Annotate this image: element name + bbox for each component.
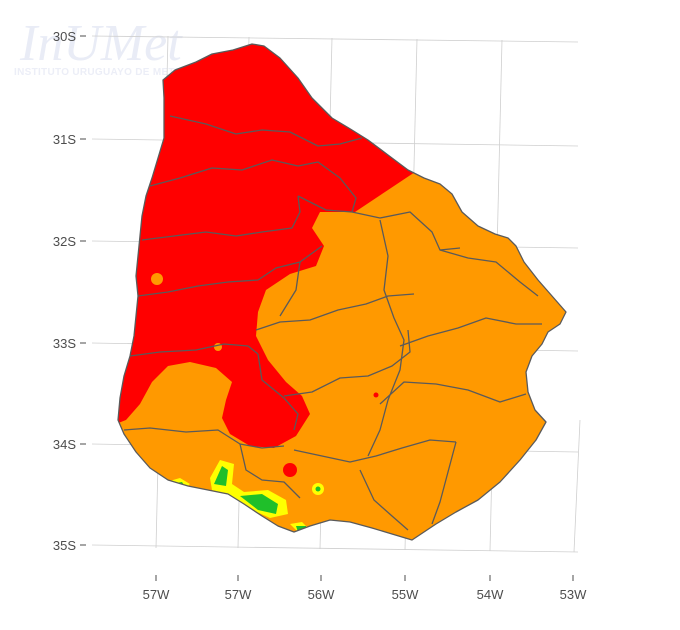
border-tacuarembo <box>297 195 461 251</box>
border-soriano <box>129 343 259 357</box>
orange-dot-west <box>151 273 163 285</box>
border-paysandu-rionegro <box>137 245 323 297</box>
border-canelones <box>293 439 457 463</box>
border-cerrolargo <box>439 249 539 297</box>
border-treintaytres <box>399 317 542 347</box>
x-tick-label-54w: 54W <box>477 587 504 602</box>
border-rocha <box>431 441 457 525</box>
border-colonia <box>123 427 285 449</box>
green-zone-2 <box>214 466 278 514</box>
hazard-fill <box>118 44 566 540</box>
x-tick-label-56w: 56W <box>308 587 335 602</box>
x-tick-label-53w: 53W <box>560 587 587 602</box>
border-lavalleja <box>379 381 527 405</box>
x-tick-label-57w-b: 57W <box>225 587 252 602</box>
border-vertical-2 <box>279 261 301 317</box>
red-dot-center <box>373 392 379 398</box>
red-dot-south <box>283 463 297 477</box>
y-tick-label-34s: 34S <box>53 437 76 452</box>
graticule-lon-53 <box>573 419 581 553</box>
y-tick-label-31s: 31S <box>53 132 76 147</box>
x-tick-label-57w-a: 57W <box>143 587 170 602</box>
y-tick-label-30s: 30S <box>53 29 76 44</box>
watermark-subtitle: INSTITUTO URUGUAYO DE METEOROLOGIA <box>14 67 239 78</box>
y-tick-label-33s: 33S <box>53 336 76 351</box>
x-tick-label-55w: 55W <box>392 587 419 602</box>
border-artigas <box>169 115 363 147</box>
department-borders <box>117 43 567 541</box>
border-salto-paysandu <box>141 195 301 241</box>
watermark-title: InUMet <box>19 15 183 72</box>
green-dot-south <box>315 486 321 492</box>
graticule-lat-35 <box>91 544 579 553</box>
x-axis: 57W 57W 56W 55W 54W 53W <box>143 575 587 602</box>
border-salto-north <box>149 159 357 213</box>
border-maldonado <box>359 469 409 531</box>
y-tick-label-35s: 35S <box>53 538 76 553</box>
border-vertical-1 <box>367 219 405 457</box>
border-flores <box>257 353 299 431</box>
y-axis: 30S 31S 32S 33S 34S 35S <box>53 29 86 553</box>
red-zone <box>118 44 420 448</box>
y-tick-label-32s: 32S <box>53 234 76 249</box>
country-outline <box>117 43 567 541</box>
border-rionegro-durazno <box>255 293 415 331</box>
border-sanjose <box>239 443 301 499</box>
border-florida <box>283 329 411 397</box>
graticule-lat-30 <box>91 35 579 43</box>
inumet-watermark: InUMet INSTITUTO URUGUAYO DE METEOROLOGI… <box>14 15 239 78</box>
